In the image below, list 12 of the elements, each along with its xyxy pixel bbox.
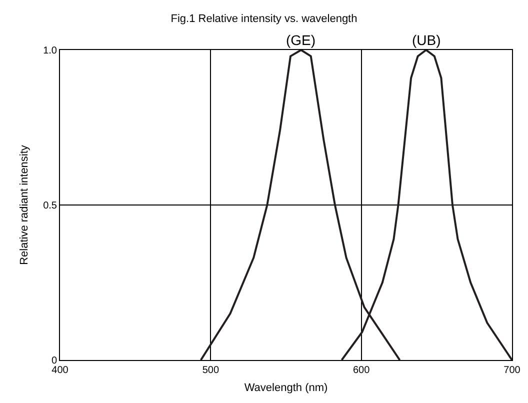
x-tick-label: 600 xyxy=(352,365,370,376)
annotation: (GE) xyxy=(286,32,316,48)
x-tick-label: 700 xyxy=(504,365,521,376)
chart-title: Fig.1 Relative intensity vs. wavelength xyxy=(170,12,358,25)
y-tick-label: 1.0 xyxy=(43,46,58,56)
x-axis-title: Wavelength (nm) xyxy=(244,382,328,394)
x-tick-label: 500 xyxy=(202,365,220,376)
x-tick-label: 400 xyxy=(52,365,69,376)
annotation: (UB) xyxy=(412,32,441,48)
y-tick-label: 0 xyxy=(51,356,58,366)
y-tick-label: 0.5 xyxy=(43,200,58,212)
y-axis-title: Relative radiant intensity xyxy=(18,144,31,265)
